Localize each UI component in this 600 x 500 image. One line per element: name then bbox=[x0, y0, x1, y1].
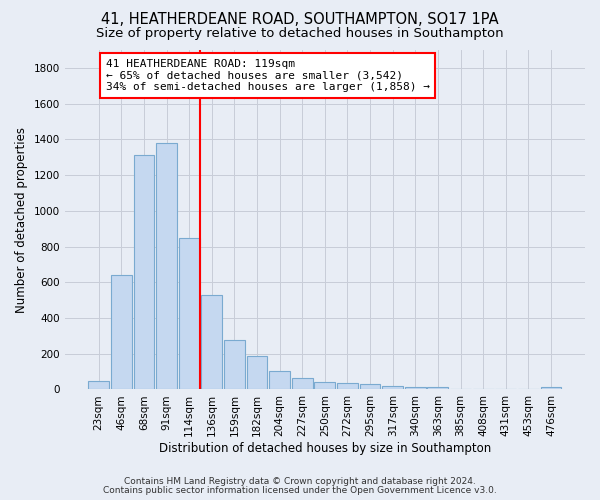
Bar bbox=[134, 156, 154, 390]
Y-axis label: Number of detached properties: Number of detached properties bbox=[15, 126, 28, 312]
Bar bbox=[541, 387, 562, 390]
Bar bbox=[88, 380, 109, 390]
Bar bbox=[405, 387, 425, 390]
Text: Contains public sector information licensed under the Open Government Licence v3: Contains public sector information licen… bbox=[103, 486, 497, 495]
Bar bbox=[224, 340, 245, 390]
Bar bbox=[247, 356, 268, 390]
X-axis label: Distribution of detached houses by size in Southampton: Distribution of detached houses by size … bbox=[159, 442, 491, 455]
Bar bbox=[337, 382, 358, 390]
Bar bbox=[179, 238, 200, 390]
Bar bbox=[292, 378, 313, 390]
Bar bbox=[269, 370, 290, 390]
Bar bbox=[496, 389, 516, 390]
Bar bbox=[427, 388, 448, 390]
Bar bbox=[359, 384, 380, 390]
Text: 41 HEATHERDEANE ROAD: 119sqm
← 65% of detached houses are smaller (3,542)
34% of: 41 HEATHERDEANE ROAD: 119sqm ← 65% of de… bbox=[106, 59, 430, 92]
Text: 41, HEATHERDEANE ROAD, SOUTHAMPTON, SO17 1PA: 41, HEATHERDEANE ROAD, SOUTHAMPTON, SO17… bbox=[101, 12, 499, 28]
Text: Contains HM Land Registry data © Crown copyright and database right 2024.: Contains HM Land Registry data © Crown c… bbox=[124, 477, 476, 486]
Bar bbox=[450, 388, 471, 390]
Bar bbox=[156, 143, 177, 390]
Bar bbox=[202, 295, 222, 390]
Bar bbox=[111, 275, 132, 390]
Bar bbox=[473, 388, 494, 390]
Bar bbox=[314, 382, 335, 390]
Bar bbox=[382, 386, 403, 390]
Text: Size of property relative to detached houses in Southampton: Size of property relative to detached ho… bbox=[96, 28, 504, 40]
